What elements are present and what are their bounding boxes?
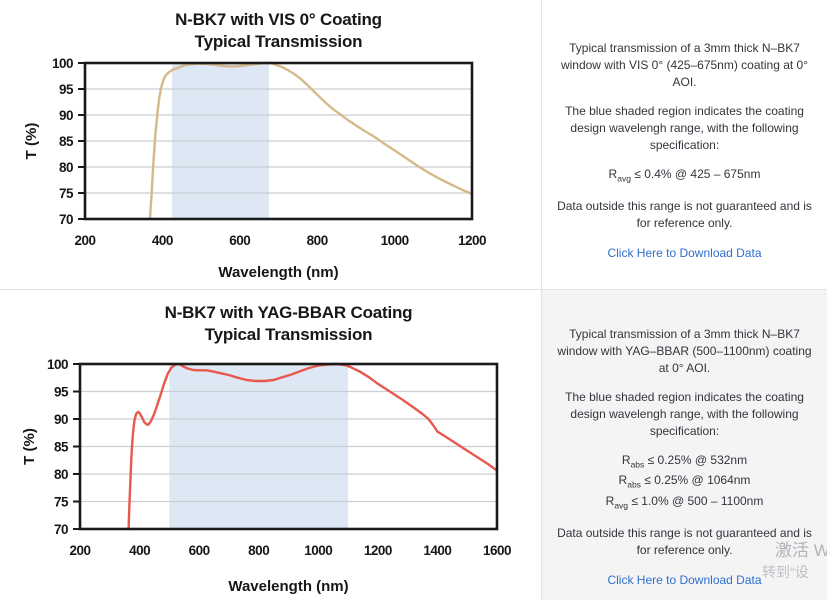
y-tick-label: 90 bbox=[54, 412, 68, 427]
yag-panel-paragraph-1: Typical transmission of a 3mm thick N–BK… bbox=[557, 327, 812, 375]
x-tick-label: 1200 bbox=[458, 233, 486, 248]
spec-line: Ravg ≤ 0.4% @ 425 – 675nm bbox=[608, 167, 761, 184]
x-tick-label: 200 bbox=[69, 543, 90, 558]
x-axis-label: Wavelength (nm) bbox=[228, 578, 348, 595]
windows-activation-watermark-line2: 转到“设 bbox=[762, 564, 809, 580]
x-tick-label: 1000 bbox=[381, 233, 409, 248]
vis-chart-title-line1: N-BK7 with VIS 0° Coating bbox=[175, 10, 382, 29]
x-tick-label: 1600 bbox=[483, 543, 511, 558]
x-tick-label: 600 bbox=[229, 233, 250, 248]
vis-chart-title-line2: Typical Transmission bbox=[194, 32, 363, 51]
y-tick-label: 95 bbox=[59, 82, 74, 97]
y-tick-label: 70 bbox=[59, 212, 73, 227]
y-tick-label: 85 bbox=[59, 134, 74, 149]
windows-activation-watermark-line1: 激活 W bbox=[775, 541, 827, 560]
yag-chart-title-line2: Typical Transmission bbox=[204, 325, 373, 344]
x-tick-label: 400 bbox=[129, 543, 150, 558]
vis-coating-chart-cell: N-BK7 with VIS 0° Coating Typical Transm… bbox=[0, 0, 541, 289]
vis-panel-paragraph-3: Data outside this range is not guarantee… bbox=[557, 199, 812, 231]
vis-chart-title: N-BK7 with VIS 0° Coating Typical Transm… bbox=[85, 9, 472, 53]
y-tick-label: 95 bbox=[54, 385, 69, 400]
y-tick-label: 80 bbox=[54, 467, 68, 482]
x-tick-label: 600 bbox=[189, 543, 210, 558]
plot-border bbox=[83, 61, 474, 221]
y-tick-label: 75 bbox=[59, 186, 74, 201]
yag-coating-chart-cell: N-BK7 with YAG-BBAR Coating Typical Tran… bbox=[0, 289, 541, 600]
x-axis-label: Wavelength (nm) bbox=[218, 264, 338, 281]
y-tick-label: 100 bbox=[47, 357, 68, 372]
spec-line: Rabs ≤ 0.25% @ 532nm bbox=[621, 453, 748, 470]
x-tick-label: 1000 bbox=[304, 543, 332, 558]
yag-chart-title: N-BK7 with YAG-BBAR Coating Typical Tran… bbox=[80, 302, 497, 346]
y-tick-label: 70 bbox=[54, 522, 68, 537]
yag-download-data-link[interactable]: Click Here to Download Data bbox=[607, 573, 762, 588]
x-tick-label: 400 bbox=[152, 233, 173, 248]
vis-download-data-link[interactable]: Click Here to Download Data bbox=[607, 246, 762, 261]
vis-panel-paragraph-2: The blue shaded region indicates the coa… bbox=[565, 104, 804, 152]
plot-border bbox=[78, 362, 499, 531]
yag-panel-paragraph-3: Data outside this range is not guarantee… bbox=[557, 526, 812, 558]
x-tick-label: 1200 bbox=[364, 543, 392, 558]
yag-coating-description-panel: Typical transmission of a 3mm thick N–BK… bbox=[541, 289, 827, 600]
yag-chart-title-line1: N-BK7 with YAG-BBAR Coating bbox=[164, 303, 413, 322]
x-tick-label: 800 bbox=[248, 543, 269, 558]
x-tick-label: 1400 bbox=[423, 543, 451, 558]
x-tick-label: 200 bbox=[74, 233, 95, 248]
x-tick-label: 800 bbox=[307, 233, 328, 248]
vis-transmission-plot: 70 75 80 85 90 95 100 200 400 600 800 1000 1200 T (%)… bbox=[23, 56, 487, 281]
y-tick-label: 100 bbox=[52, 56, 73, 71]
y-tick-label: 80 bbox=[59, 160, 73, 175]
vis-panel-paragraph-1: Typical transmission of a 3mm thick N–BK… bbox=[560, 41, 809, 89]
spec-line: Rabs ≤ 0.25% @ 1064nm bbox=[618, 473, 751, 490]
yag-spec-list: Rabs ≤ 0.25% @ 532nm Rabs ≤ 0.25% @ 1064n… bbox=[557, 452, 812, 513]
spec-line: Ravg ≤ 1.0% @ 500 – 1100nm bbox=[605, 493, 764, 511]
y-axis-label: T (%) bbox=[21, 428, 38, 465]
vis-coating-description-panel: Typical transmission of a 3mm thick N–BK… bbox=[541, 0, 827, 289]
yag-transmission-plot: 70 75 80 85 90 95 100 200 400 600 800 1000 1200 1400 1… bbox=[21, 357, 512, 595]
y-tick-label: 85 bbox=[54, 440, 69, 455]
y-axis-label: T (%) bbox=[23, 123, 40, 160]
y-tick-label: 75 bbox=[54, 495, 69, 510]
vis-spec-list: Ravg ≤ 0.4% @ 425 – 675nm bbox=[557, 166, 812, 186]
y-tick-label: 90 bbox=[59, 108, 73, 123]
yag-panel-paragraph-2: The blue shaded region indicates the coa… bbox=[565, 390, 804, 438]
transmission-curve bbox=[127, 362, 499, 531]
